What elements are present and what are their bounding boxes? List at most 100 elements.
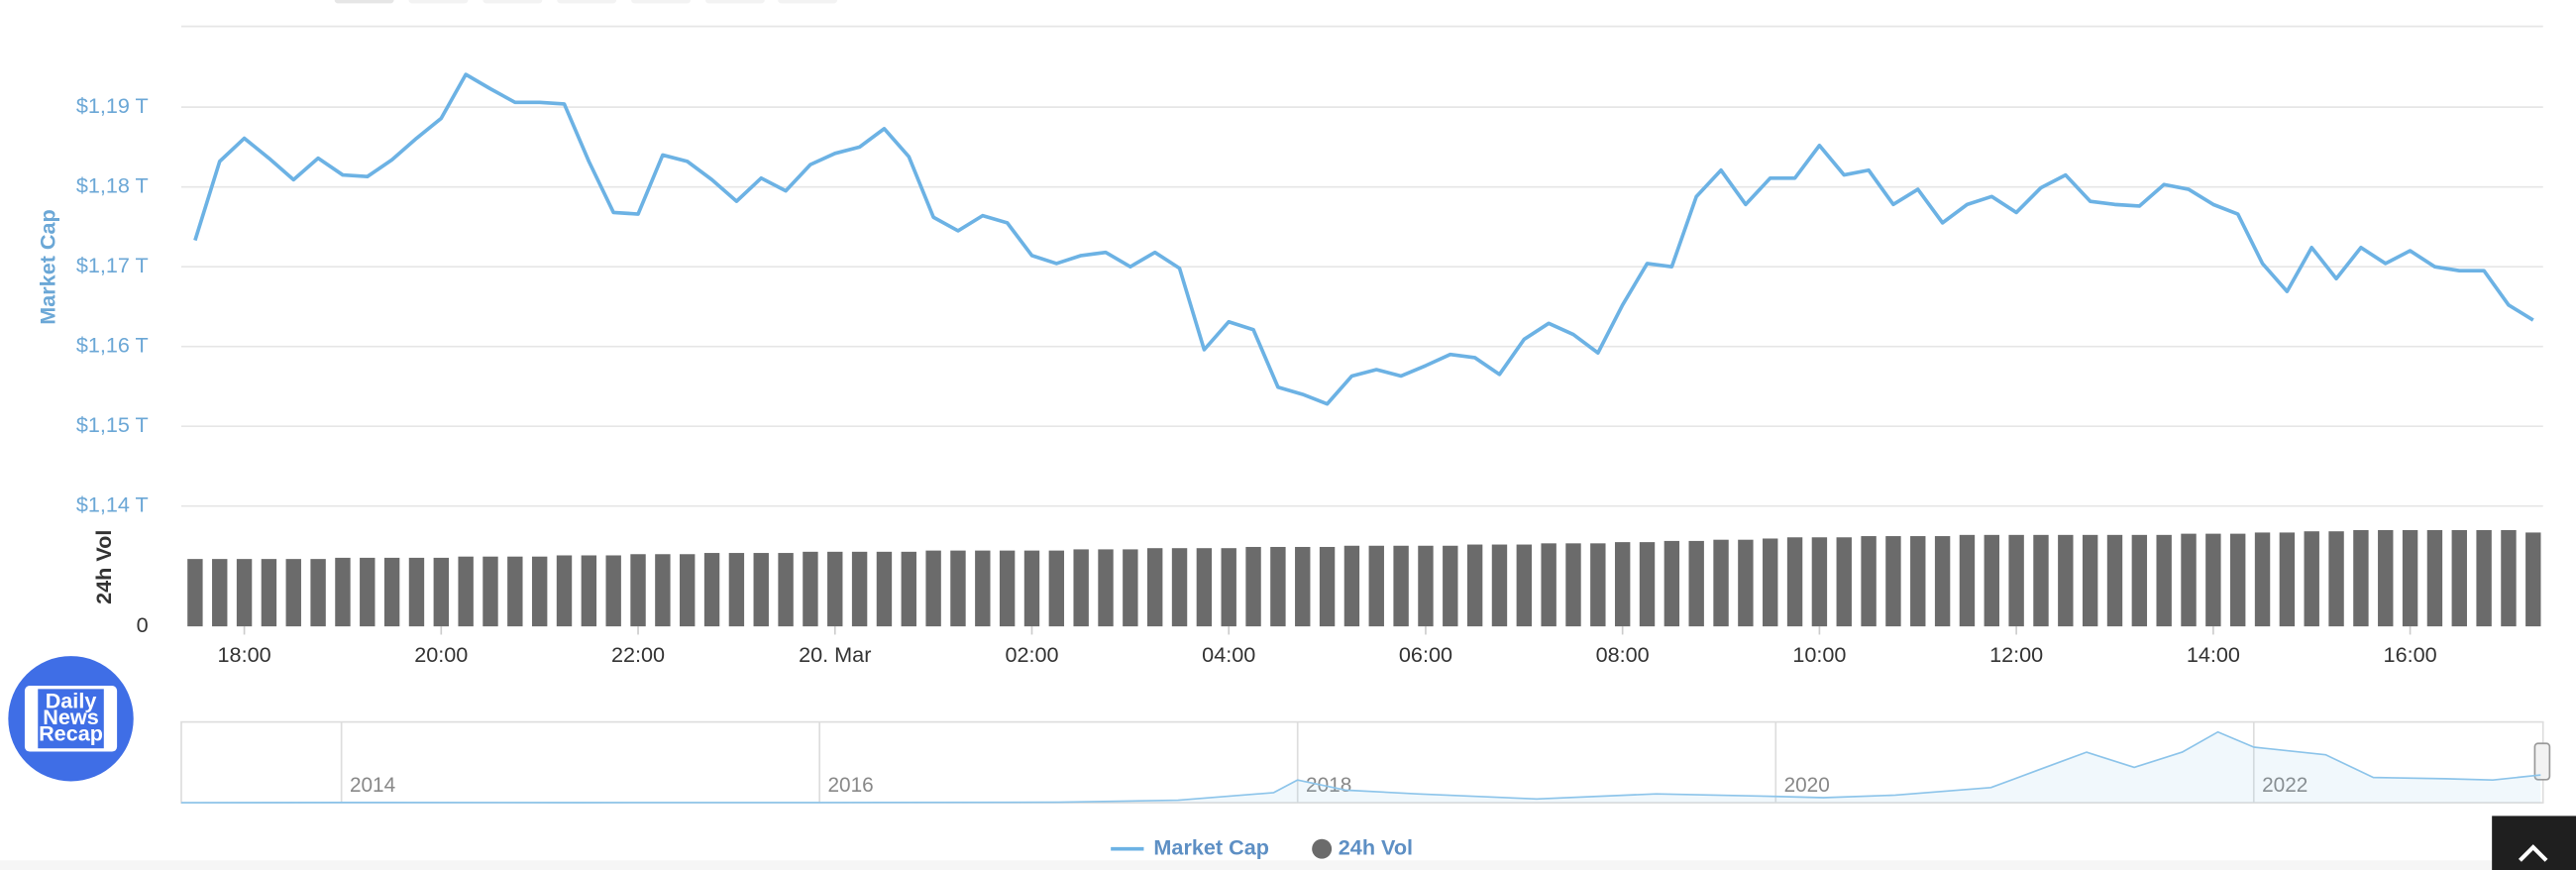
bar <box>2131 534 2148 627</box>
x-tick-label: 10:00 <box>1792 642 1846 667</box>
range-button[interactable] <box>408 0 469 4</box>
logo-screen <box>38 689 104 749</box>
bar <box>2328 531 2344 627</box>
bar <box>1861 536 1877 627</box>
bar <box>2033 534 2049 627</box>
bar <box>1639 542 1656 627</box>
bar <box>655 554 671 627</box>
bar <box>1763 538 1778 627</box>
bar <box>1295 546 1311 627</box>
x-tick-label: 12:00 <box>1989 642 2043 667</box>
bar <box>1221 548 1236 627</box>
navigator-handle[interactable] <box>2533 742 2551 781</box>
bar <box>483 556 498 627</box>
navigator-line <box>180 730 2541 804</box>
x-tick-label: 16:00 <box>2384 642 2437 667</box>
range-button[interactable] <box>557 0 617 4</box>
bar <box>728 553 745 627</box>
bar <box>1368 545 1384 627</box>
bar <box>2426 529 2443 627</box>
bar <box>335 557 351 627</box>
bar <box>1984 534 1999 627</box>
bar <box>803 551 818 627</box>
y-tick-label: $1,15 T <box>76 412 149 437</box>
bar <box>556 555 573 627</box>
bar <box>753 553 769 627</box>
bar <box>605 555 621 627</box>
bar <box>778 553 794 627</box>
bar <box>507 556 523 627</box>
bar <box>1910 536 1926 627</box>
legend-item[interactable]: 24h Vol <box>1312 834 1413 859</box>
bar <box>1171 548 1188 627</box>
bar <box>2402 529 2418 627</box>
scroll-top-bg[interactable] <box>2492 816 2576 870</box>
bar <box>2082 534 2098 627</box>
bar <box>261 559 277 627</box>
bar <box>2279 532 2296 627</box>
bar <box>408 557 425 627</box>
scroll-top-icon <box>2518 844 2548 862</box>
y-tick-label: $1,16 T <box>76 332 149 357</box>
bar <box>2451 529 2467 627</box>
bar <box>1443 545 1458 627</box>
range-button[interactable] <box>778 0 838 4</box>
bar <box>581 555 597 627</box>
range-buttons <box>334 0 838 4</box>
bar <box>236 559 253 627</box>
bar <box>851 551 868 627</box>
bar <box>2525 532 2541 627</box>
bar <box>1590 543 1606 627</box>
logo-text: Daily <box>46 688 97 712</box>
bar <box>1245 546 1261 627</box>
bar <box>360 557 376 627</box>
bar <box>1343 545 1360 627</box>
y-axis-title: Market Cap <box>36 209 60 325</box>
bar <box>1614 542 1631 627</box>
bar <box>975 550 991 627</box>
bar <box>1885 536 1901 627</box>
bar <box>2181 533 2197 627</box>
bar <box>1565 543 1581 627</box>
bar <box>999 550 1016 627</box>
y-tick-label: $1,17 T <box>76 253 149 277</box>
bar <box>901 551 916 627</box>
x-tick-label: 2014 <box>350 774 395 797</box>
legend-label: Market Cap <box>1153 834 1269 859</box>
bar <box>925 550 941 627</box>
legend-item[interactable]: Market Cap <box>1111 834 1269 859</box>
bar <box>2476 529 2492 627</box>
bar <box>433 557 450 627</box>
bar <box>1959 534 1976 627</box>
logo: Daily News Recap <box>8 656 134 782</box>
bar <box>1073 549 1089 627</box>
navigator-area <box>180 731 2541 804</box>
range-button[interactable] <box>631 0 691 4</box>
footer-strip <box>0 860 2576 870</box>
bar <box>1934 536 1951 627</box>
bar <box>1466 544 1483 627</box>
bar <box>1393 545 1409 627</box>
range-button[interactable] <box>334 0 394 4</box>
bar <box>1048 550 1065 627</box>
x-tick-label: 06:00 <box>1399 642 1452 667</box>
x-tick-label: 08:00 <box>1596 642 1650 667</box>
bar <box>1123 549 1138 627</box>
x-tick-label: 02:00 <box>1005 642 1058 667</box>
y-tick-label: $1,18 T <box>76 172 149 197</box>
bar <box>1418 545 1434 627</box>
bar <box>1196 548 1213 627</box>
bar <box>876 551 893 627</box>
scroll-top-button[interactable] <box>2492 816 2576 870</box>
bar <box>1541 543 1556 627</box>
bar <box>1516 544 1533 627</box>
bar <box>2254 532 2271 627</box>
bar <box>2008 534 2024 627</box>
x-tick-label: 2016 <box>827 774 873 797</box>
range-button[interactable] <box>483 0 543 4</box>
bar <box>383 557 400 627</box>
range-button[interactable] <box>704 0 765 4</box>
bar <box>2501 529 2517 627</box>
legend-symbol <box>1312 838 1333 859</box>
